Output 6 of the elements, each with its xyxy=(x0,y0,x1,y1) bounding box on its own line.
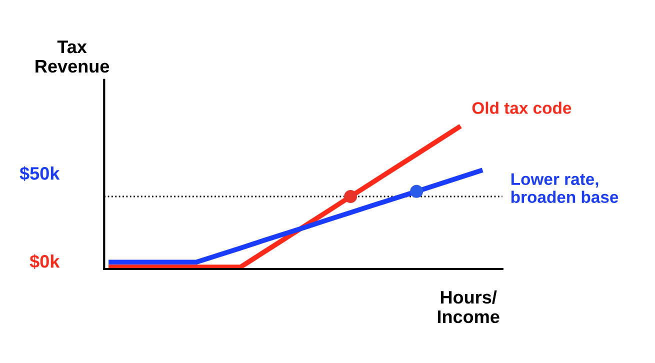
series-label: Old tax code xyxy=(472,102,572,114)
y-tick-label: $0k xyxy=(30,254,60,269)
y-tick-label: $50k xyxy=(20,166,60,181)
series-label: Lower rate, broaden base xyxy=(511,173,618,204)
y-axis-title: Tax Revenue xyxy=(36,40,110,73)
x-axis-title: Hours/ Income xyxy=(438,290,500,324)
